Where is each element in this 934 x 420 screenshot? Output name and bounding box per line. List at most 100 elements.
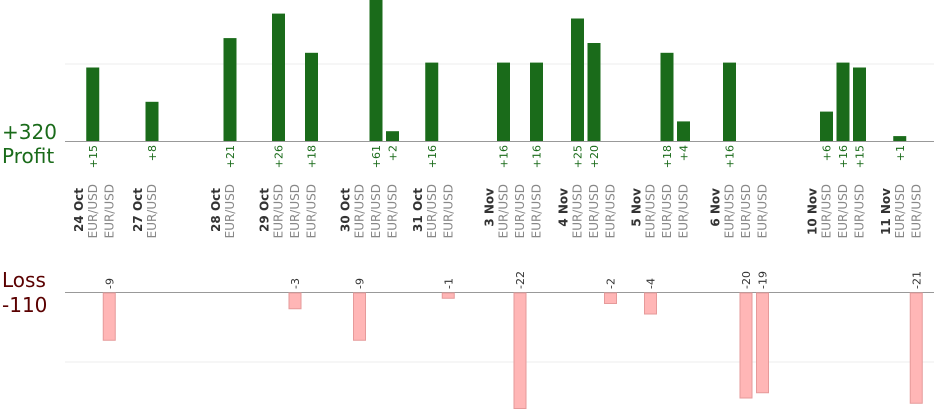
profit-bar bbox=[223, 38, 237, 141]
profit-value-labels: +15 +8 +21 +26 +18 +61 +2 +16 +16 +16 +25 +20 +18 +4 +… bbox=[87, 145, 907, 168]
profit-value-label: +15 bbox=[87, 145, 100, 168]
pair-label: EUR/USD bbox=[386, 184, 400, 238]
profit-value-label: +8 bbox=[146, 145, 159, 161]
pair-label: EUR/USD bbox=[425, 184, 439, 238]
loss-bar bbox=[513, 292, 527, 409]
profit-value-label: +61 bbox=[370, 145, 383, 168]
pair-label: EUR/USD bbox=[756, 184, 770, 238]
pair-label: EUR/USD bbox=[497, 184, 511, 238]
date-label: 31 Oct bbox=[411, 188, 425, 232]
profit-value-label: +16 bbox=[531, 145, 544, 168]
profit-bar bbox=[723, 62, 736, 141]
loss-value-label: -4 bbox=[645, 278, 658, 289]
pair-label: EUR/USD bbox=[441, 184, 455, 238]
pair-label: EUR/USD bbox=[723, 184, 737, 238]
loss-value-label: -3 bbox=[289, 278, 302, 289]
date-label: 10 Nov bbox=[806, 188, 820, 235]
profit-value-label: +1 bbox=[894, 145, 907, 161]
profit-bar bbox=[571, 18, 584, 141]
date-label: 6 Nov bbox=[709, 188, 723, 227]
profit-bar bbox=[853, 67, 866, 141]
profit-value-label: +15 bbox=[854, 145, 867, 168]
loss-label: Loss bbox=[2, 268, 46, 292]
profit-value-label: +16 bbox=[498, 145, 511, 168]
profit-bar bbox=[386, 131, 399, 141]
pair-label: EUR/USD bbox=[660, 184, 674, 238]
pair-label: EUR/USD bbox=[513, 184, 527, 238]
profit-value-label: +18 bbox=[661, 145, 674, 168]
pair-label: EUR/USD bbox=[223, 184, 237, 238]
axes bbox=[65, 141, 934, 293]
pair-label: EUR/USD bbox=[145, 184, 159, 238]
pair-label: EUR/USD bbox=[102, 184, 116, 238]
pair-label: EUR/USD bbox=[836, 184, 850, 238]
pair-label: EUR/USD bbox=[369, 184, 383, 238]
loss-bar bbox=[353, 292, 366, 341]
pair-label: EUR/USD bbox=[853, 184, 867, 238]
profit-total: +320 bbox=[2, 120, 57, 144]
profit-bar bbox=[425, 62, 439, 141]
profit-value-label: +16 bbox=[724, 145, 737, 168]
profit-bar bbox=[497, 62, 510, 141]
profit-bar bbox=[272, 13, 285, 142]
loss-bar bbox=[909, 292, 923, 404]
profit-value-label: +16 bbox=[426, 145, 439, 168]
profit-value-label: +6 bbox=[821, 145, 834, 161]
loss-bars bbox=[102, 292, 923, 409]
profit-bar bbox=[530, 62, 543, 141]
profit-bar bbox=[660, 52, 674, 141]
profit-bar bbox=[369, 0, 383, 141]
pair-label: EUR/USD bbox=[893, 184, 907, 238]
loss-bar bbox=[288, 292, 302, 310]
loss-bar bbox=[644, 292, 657, 315]
date-label: 5 Nov bbox=[630, 188, 644, 227]
profit-value-label: +18 bbox=[306, 145, 319, 168]
loss-total: -110 bbox=[2, 293, 47, 317]
loss-value-labels: -9 -3 -9 -1 -22 -2 -4 -20 -19 -21 bbox=[103, 271, 923, 289]
loss-bar bbox=[604, 292, 617, 304]
x-axis-labels: 24 Oct EUR/USD EUR/USD 27 Oct EUR/USD 28 Oct E… bbox=[72, 184, 924, 238]
loss-value-label: -20 bbox=[740, 271, 753, 289]
loss-bar bbox=[102, 292, 116, 341]
profit-value-label: +16 bbox=[837, 145, 850, 168]
profit-value-label: +21 bbox=[224, 145, 237, 168]
loss-value-label: -22 bbox=[514, 271, 527, 289]
profit-bars bbox=[86, 0, 907, 142]
profit-bar bbox=[145, 101, 159, 141]
pair-label: EUR/USD bbox=[272, 184, 286, 238]
pair-label: EUR/USD bbox=[909, 184, 923, 238]
pair-label: EUR/USD bbox=[571, 184, 585, 238]
pair-label: EUR/USD bbox=[530, 184, 544, 238]
pair-label: EUR/USD bbox=[288, 184, 302, 238]
profit-value-label: +25 bbox=[572, 145, 585, 168]
profit-value-label: +4 bbox=[678, 145, 691, 161]
loss-bar bbox=[441, 292, 455, 299]
pair-label: EUR/USD bbox=[305, 184, 319, 238]
date-label: 30 Oct bbox=[339, 188, 353, 232]
loss-bar bbox=[739, 292, 753, 399]
date-label: 27 Oct bbox=[131, 188, 145, 232]
date-label: 28 Oct bbox=[209, 188, 223, 232]
pair-label: EUR/USD bbox=[604, 184, 618, 238]
date-label: 24 Oct bbox=[72, 188, 86, 232]
loss-value-label: -21 bbox=[910, 271, 923, 289]
profit-bar bbox=[677, 121, 690, 141]
loss-value-label: -2 bbox=[605, 278, 618, 289]
profit-bar bbox=[820, 111, 833, 141]
date-label: 29 Oct bbox=[258, 188, 272, 232]
profit-value-label: +2 bbox=[387, 145, 400, 161]
profit-bar bbox=[86, 67, 100, 141]
profit-value-label: +20 bbox=[588, 145, 601, 168]
pair-label: EUR/USD bbox=[644, 184, 658, 238]
pair-label: EUR/USD bbox=[820, 184, 834, 238]
loss-value-label: -19 bbox=[757, 271, 770, 289]
loss-value-label: -9 bbox=[354, 278, 367, 289]
profit-bar bbox=[305, 52, 318, 141]
date-label: 4 Nov bbox=[557, 188, 571, 227]
profit-bar bbox=[587, 43, 601, 141]
profit-bar bbox=[836, 62, 850, 141]
loss-bar bbox=[756, 292, 769, 394]
loss-value-label: -9 bbox=[103, 278, 116, 289]
profit-bar bbox=[893, 136, 907, 141]
